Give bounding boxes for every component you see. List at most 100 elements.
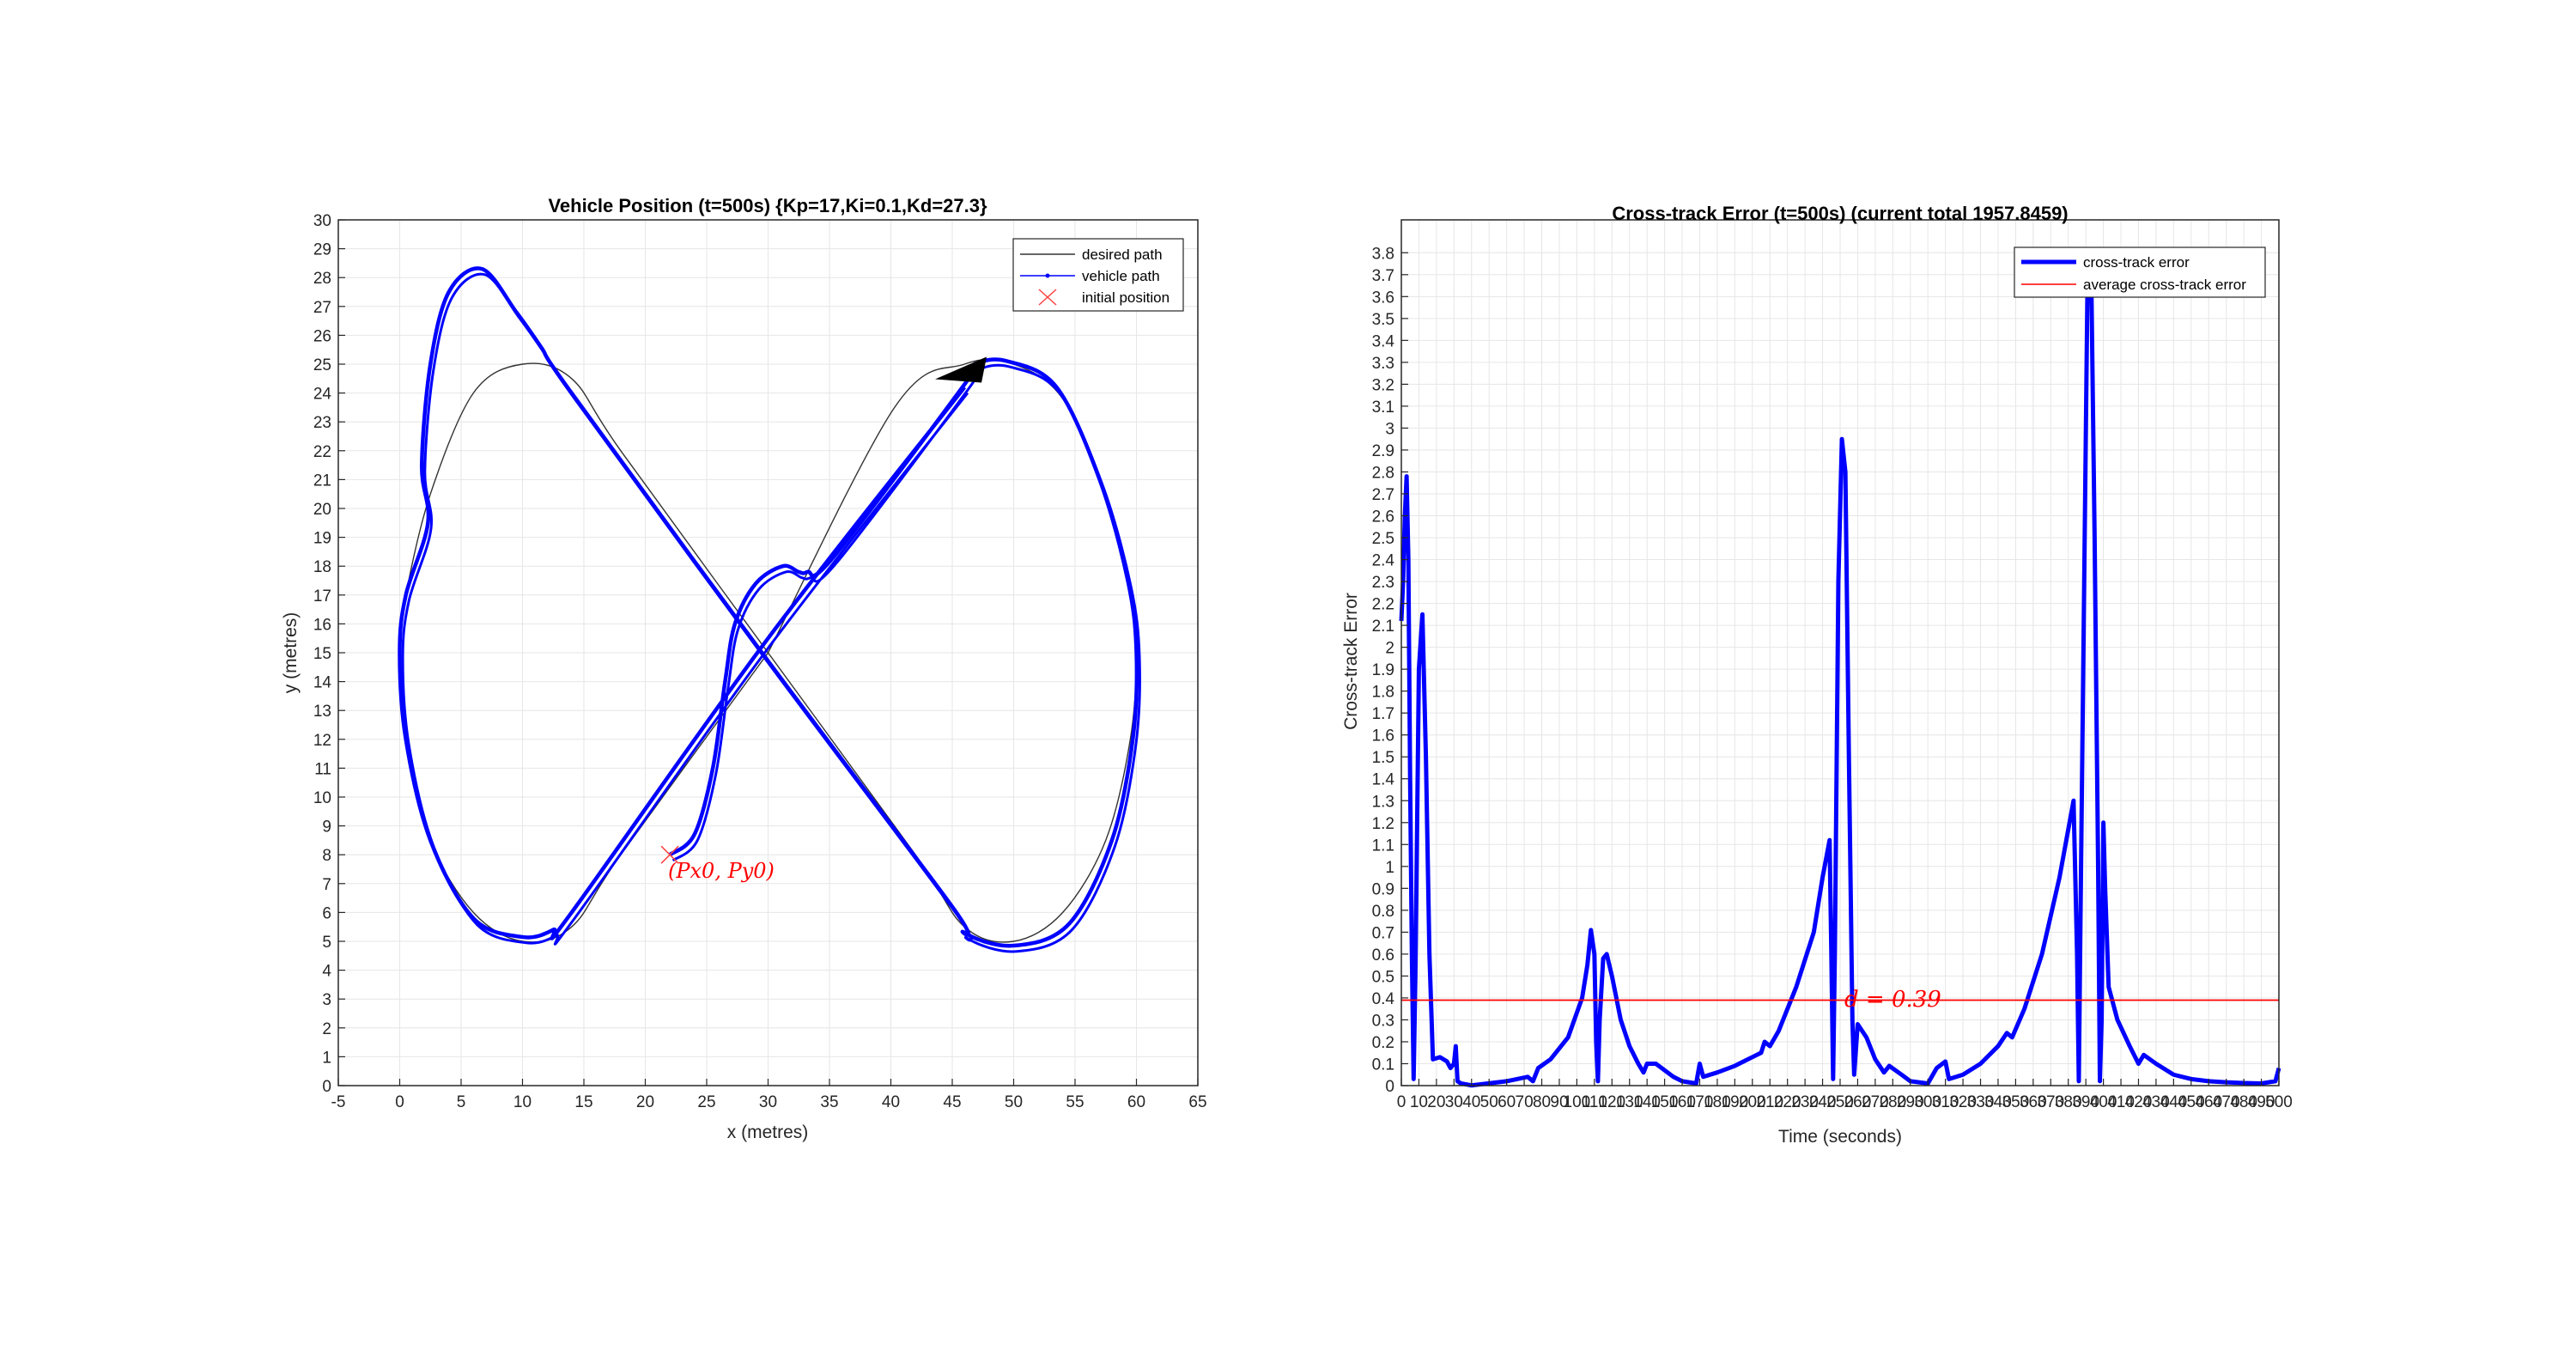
- x-tick-label: 130: [1616, 1093, 1643, 1111]
- y-tick-label: 0.7: [1372, 924, 1394, 942]
- x-tick-label: 60: [1498, 1093, 1516, 1111]
- x-tick-label: 50: [1480, 1093, 1498, 1111]
- x-tick-label: 330: [1967, 1093, 1995, 1111]
- y-tick-label: 20: [313, 501, 331, 519]
- x-tick-label: 200: [1739, 1093, 1766, 1111]
- x-tick-label: 65: [1188, 1093, 1206, 1111]
- legend-desired-path: desired path: [1082, 246, 1163, 263]
- legend-initial-position: initial position: [1082, 289, 1170, 306]
- x-tick-label: 50: [1005, 1093, 1023, 1111]
- average-error-annotation: d = 0.39: [1844, 987, 1941, 1013]
- y-tick-label: 6: [322, 904, 331, 922]
- y-tick-label: 2.1: [1372, 618, 1394, 636]
- y-tick-label: 9: [322, 819, 331, 837]
- y-tick-label: 3: [1385, 420, 1394, 438]
- vehicle-path-line: [401, 272, 1141, 953]
- y-tick-label: 18: [313, 558, 331, 576]
- y-tick-label: 3.2: [1372, 376, 1394, 394]
- x-tick-label: 0: [1397, 1093, 1406, 1111]
- y-tick-label: 2.9: [1372, 442, 1394, 460]
- y-tick-label: 26: [313, 327, 331, 345]
- y-tick-label: 0.5: [1372, 968, 1394, 986]
- x-tick-label: 5: [457, 1093, 466, 1111]
- x-tick-label: 290: [1897, 1093, 1924, 1111]
- x-tick-label: 30: [1445, 1093, 1463, 1111]
- y-tick-label: 1.9: [1372, 661, 1394, 679]
- legend-vehicle-path: vehicle path: [1082, 268, 1160, 284]
- y-tick-label: 30: [313, 212, 331, 230]
- x-tick-label: 45: [943, 1093, 961, 1111]
- y-tick-label: 24: [313, 386, 332, 404]
- y-tick-label: 10: [313, 789, 331, 807]
- x-tick-label: 160: [1668, 1093, 1696, 1111]
- x-tick-label: 190: [1722, 1093, 1749, 1111]
- x-tick-label: 280: [1879, 1093, 1906, 1111]
- y-tick-label: 0.2: [1372, 1034, 1394, 1052]
- y-tick-label: 2.8: [1372, 464, 1394, 482]
- x-tick-label: 180: [1704, 1093, 1731, 1111]
- x-tick-label: 70: [1516, 1093, 1534, 1111]
- y-tick-label: 21: [313, 472, 331, 490]
- error-y-label: Cross-track Error: [1341, 593, 1361, 730]
- y-tick-label: 14: [313, 674, 332, 692]
- x-tick-label: 480: [2230, 1093, 2257, 1111]
- x-tick-label: 15: [574, 1093, 592, 1111]
- x-tick-label: 500: [2265, 1093, 2293, 1111]
- x-tick-label: 360: [2020, 1093, 2047, 1111]
- y-tick-label: 17: [313, 587, 331, 606]
- y-tick-label: 15: [313, 645, 331, 663]
- x-tick-label: 320: [1949, 1093, 1977, 1111]
- y-tick-label: 3.8: [1372, 245, 1394, 263]
- error-legend: cross-track error average cross-track er…: [2014, 246, 2266, 298]
- error-chart-title: Cross-track Error (t=500s) (current tota…: [1612, 203, 2068, 224]
- x-tick-label: -5: [331, 1093, 346, 1111]
- position-series: [398, 266, 1141, 953]
- x-tick-label: 35: [820, 1093, 838, 1111]
- x-tick-label: 90: [1550, 1093, 1568, 1111]
- x-tick-label: 120: [1598, 1093, 1625, 1111]
- y-tick-label: 0.6: [1372, 946, 1394, 965]
- y-tick-label: 16: [313, 616, 331, 634]
- y-tick-label: 3.4: [1372, 332, 1395, 350]
- position-x-label: x (metres): [727, 1123, 809, 1142]
- x-tick-label: 300: [1914, 1093, 1941, 1111]
- error-series: [1399, 261, 2281, 1088]
- x-tick-label: 210: [1756, 1093, 1783, 1111]
- x-tick-label: 250: [1826, 1093, 1854, 1111]
- vehicle-heading-arrow: [935, 356, 987, 383]
- y-tick-label: 3: [322, 991, 331, 1009]
- x-tick-label: 310: [1932, 1093, 1959, 1111]
- y-tick-label: 3.3: [1372, 355, 1394, 373]
- x-tick-label: 460: [2195, 1093, 2222, 1111]
- y-tick-label: 0.9: [1372, 880, 1394, 898]
- x-tick-label: 420: [2125, 1093, 2153, 1111]
- y-tick-label: 29: [313, 241, 331, 259]
- y-tick-label: 11: [314, 760, 331, 778]
- cross-track-error-line: [1399, 261, 2281, 1088]
- y-tick-label: 1.1: [1372, 837, 1394, 855]
- y-tick-label: 25: [313, 356, 331, 374]
- x-tick-label: 140: [1633, 1093, 1661, 1111]
- initial-position-label: (Px0, Py0): [668, 859, 775, 883]
- y-tick-label: 2.2: [1372, 596, 1394, 614]
- y-tick-label: 0.1: [1372, 1056, 1394, 1074]
- x-tick-label: 100: [1564, 1093, 1591, 1111]
- position-chart-title: Vehicle Position (t=500s) {Kp=17,Ki=0.1,…: [548, 195, 987, 216]
- y-tick-label: 1.7: [1372, 705, 1394, 723]
- y-tick-label: 8: [322, 847, 331, 865]
- y-tick-label: 0.8: [1372, 903, 1394, 921]
- x-tick-label: 340: [1984, 1093, 2012, 1111]
- y-tick-label: 1.4: [1372, 771, 1395, 789]
- x-tick-label: 40: [882, 1093, 900, 1111]
- y-tick-label: 0: [1385, 1078, 1394, 1096]
- x-tick-label: 30: [759, 1093, 777, 1111]
- x-tick-label: 170: [1686, 1093, 1714, 1111]
- x-tick-label: 490: [2248, 1093, 2275, 1111]
- y-tick-label: 1.8: [1372, 684, 1394, 702]
- position-legend: desired path vehicle path initial positi…: [1012, 238, 1184, 312]
- y-tick-label: 23: [313, 414, 331, 432]
- x-tick-label: 430: [2142, 1093, 2170, 1111]
- y-tick-label: 2: [1385, 640, 1394, 658]
- x-tick-label: 10: [1410, 1093, 1428, 1111]
- y-tick-label: 2.5: [1372, 530, 1394, 548]
